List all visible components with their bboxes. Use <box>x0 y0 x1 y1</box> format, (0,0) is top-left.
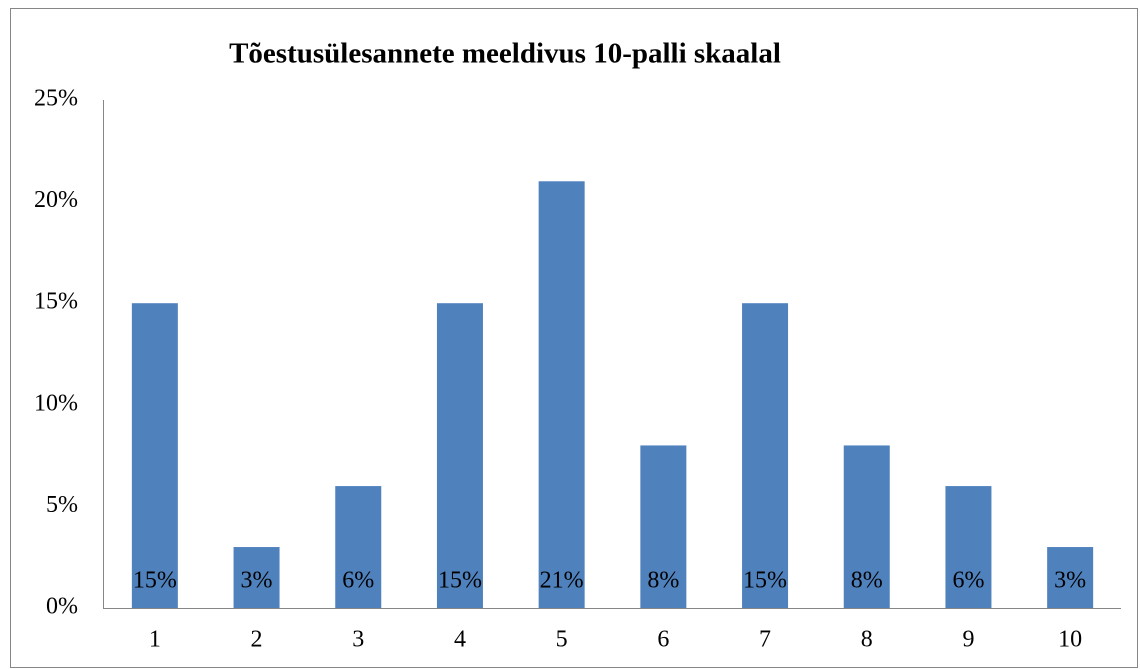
data-label: 3% <box>241 568 273 594</box>
x-tick-label: 5 <box>556 627 568 653</box>
data-label: 15% <box>133 568 177 594</box>
data-label: 8% <box>647 568 679 594</box>
y-tick-label: 10% <box>34 390 78 416</box>
x-tick-label: 9 <box>962 627 974 653</box>
y-tick-label: 20% <box>34 187 78 213</box>
x-tick-label: 6 <box>657 627 669 653</box>
chart-title: Tõestusülesannete meeldivus 10-palli ska… <box>229 38 781 70</box>
data-label: 15% <box>438 568 482 594</box>
x-tick-label: 8 <box>861 627 873 653</box>
data-label: 3% <box>1054 568 1086 594</box>
y-tick-label: 25% <box>34 86 78 112</box>
data-label: 8% <box>851 568 883 594</box>
data-label: 15% <box>743 568 787 594</box>
data-label: 6% <box>342 568 374 594</box>
bar <box>843 445 890 608</box>
bar <box>538 181 585 608</box>
y-tick-label: 0% <box>46 594 78 620</box>
x-tick-label: 2 <box>251 627 263 653</box>
bar <box>640 445 687 608</box>
bar <box>945 486 992 608</box>
bar <box>742 303 789 608</box>
y-tick-label: 15% <box>34 289 78 315</box>
bar <box>131 303 178 608</box>
x-tick-label: 3 <box>352 627 364 653</box>
data-label: 21% <box>540 568 584 594</box>
x-tick-label: 1 <box>149 627 161 653</box>
bar <box>436 303 483 608</box>
x-tick-label: 10 <box>1058 627 1082 653</box>
y-tick-label: 5% <box>46 492 78 518</box>
bar <box>335 486 382 608</box>
x-tick-label: 4 <box>454 627 466 653</box>
data-label: 6% <box>952 568 984 594</box>
bar <box>1047 547 1094 608</box>
x-tick-label: 7 <box>759 627 771 653</box>
bar <box>233 547 280 608</box>
